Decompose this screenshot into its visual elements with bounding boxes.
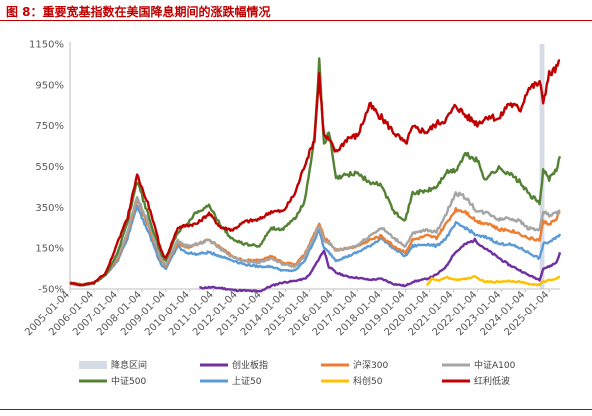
series-line — [69, 59, 561, 287]
series-line — [425, 274, 560, 287]
y-tick-label: 1150% — [29, 40, 64, 51]
legend-label: 沪深300 — [353, 359, 388, 371]
y-tick-label: 950% — [35, 80, 64, 91]
legend-label: 红利低波 — [474, 375, 510, 387]
shaded-region-rate-cut — [539, 44, 545, 289]
series-line — [69, 57, 562, 287]
y-tick-label: -50% — [38, 285, 64, 296]
legend-label: 降息区间 — [111, 359, 147, 371]
chart-title: 图 8：重要宽基指数在美国降息期间的涨跌幅情况 — [6, 5, 271, 19]
y-tick-label: 350% — [35, 203, 64, 214]
bottom-divider — [0, 409, 592, 410]
y-tick-label: 750% — [35, 121, 64, 132]
series-line — [199, 237, 562, 293]
series-line — [69, 204, 562, 287]
y-tick-label: 550% — [35, 162, 64, 173]
legend-label: 创业板指 — [232, 359, 268, 371]
title-divider — [0, 20, 592, 21]
y-tick-label: 150% — [35, 244, 64, 255]
legend-label: 中证500 — [111, 375, 146, 387]
legend-swatch — [79, 361, 107, 369]
series-line — [69, 191, 561, 287]
legend-label: 上证50 — [232, 376, 262, 387]
legend-label: 科创50 — [353, 375, 383, 387]
legend-label: 中证A100 — [474, 359, 516, 371]
